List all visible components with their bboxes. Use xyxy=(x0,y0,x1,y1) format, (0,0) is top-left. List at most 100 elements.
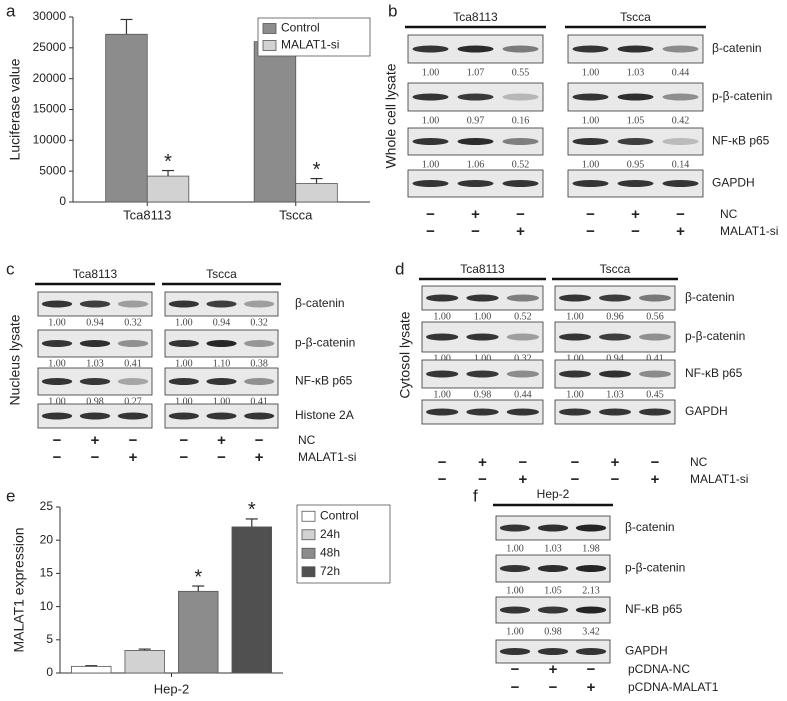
treatment-sign: − xyxy=(586,206,595,223)
bar xyxy=(146,175,190,203)
quantification: 1.03 xyxy=(86,358,104,369)
treatment-sign: − xyxy=(586,223,595,240)
group-header: Tscca xyxy=(600,262,631,276)
y-tick-label: 15 xyxy=(40,566,54,580)
treatment-label: pCDNA-MALAT1 xyxy=(628,680,719,694)
x-tick-label: Tscca xyxy=(279,207,313,222)
quantification: 0.94 xyxy=(213,317,231,328)
quantification: 1.00 xyxy=(422,67,440,78)
treatment-sign: − xyxy=(571,454,580,471)
treatment-sign: − xyxy=(471,223,480,240)
band xyxy=(502,45,539,53)
band xyxy=(41,340,73,347)
quantification: 0.41 xyxy=(646,353,664,364)
treatment-sign: − xyxy=(129,432,138,449)
band xyxy=(499,565,531,572)
row-label: GAPDH xyxy=(685,404,728,418)
quantification: 1.03 xyxy=(627,67,645,78)
treatment-sign: − xyxy=(438,471,447,488)
bar xyxy=(71,665,112,674)
quantification: 1.07 xyxy=(467,67,485,78)
legend-swatch xyxy=(262,23,277,34)
panel-label: e xyxy=(6,486,15,505)
band xyxy=(466,370,499,378)
treatment-sign: − xyxy=(426,223,435,240)
band xyxy=(639,408,671,416)
quantification: 1.00 xyxy=(582,159,600,170)
quantification: 0.56 xyxy=(646,311,664,322)
band xyxy=(457,93,494,101)
quantification: 0.52 xyxy=(514,311,532,322)
band xyxy=(41,378,73,385)
treatment-sign: − xyxy=(511,661,520,678)
treatment-sign: − xyxy=(549,679,558,696)
band xyxy=(572,93,609,101)
band xyxy=(426,370,459,378)
treatment-sign: − xyxy=(587,661,596,678)
treatment-label: MALAT1-si xyxy=(690,472,748,486)
legend-label: MALAT1-si xyxy=(281,38,339,52)
treatment-sign: − xyxy=(511,679,520,696)
band xyxy=(559,333,591,341)
group-header: Tscca xyxy=(620,10,651,24)
quantification: 1.00 xyxy=(213,396,231,407)
band xyxy=(506,333,539,341)
band xyxy=(457,180,494,187)
bar xyxy=(253,41,297,203)
band xyxy=(559,294,591,302)
panel-label: d xyxy=(395,259,404,278)
legend-label: 72h xyxy=(320,564,340,578)
treatment-sign: + xyxy=(91,432,100,449)
y-tick-label: 15000 xyxy=(33,102,67,116)
band xyxy=(599,333,631,341)
treatment-label: MALAT1-si xyxy=(298,450,356,464)
quantification: 0.94 xyxy=(606,353,624,364)
significance: * xyxy=(248,499,256,521)
treatment-sign: + xyxy=(651,471,660,488)
quantification: 0.45 xyxy=(646,389,664,400)
band xyxy=(244,378,275,385)
quantification: 1.00 xyxy=(506,543,524,554)
quantification: 0.95 xyxy=(627,159,645,170)
y-axis-label: Luciferase value xyxy=(7,58,23,160)
band xyxy=(412,45,449,53)
quantification: 1.00 xyxy=(474,311,492,322)
band xyxy=(617,93,654,101)
band xyxy=(662,93,699,101)
band xyxy=(412,93,449,101)
band xyxy=(206,340,237,347)
treatment-sign: − xyxy=(631,223,640,240)
treatment-sign: + xyxy=(516,223,525,240)
quantification: 0.41 xyxy=(250,396,268,407)
row-label: β-catenin xyxy=(712,41,762,55)
quantification: 1.00 xyxy=(566,389,584,400)
row-label: GAPDH xyxy=(712,176,755,190)
panel-label: b xyxy=(388,1,397,20)
quantification: 0.27 xyxy=(124,396,142,407)
treatment-sign: − xyxy=(179,432,188,449)
band xyxy=(244,300,275,308)
legend-label: Control xyxy=(320,508,359,522)
quantification: 1.00 xyxy=(506,626,524,637)
quantification: 0.38 xyxy=(250,358,268,369)
quantification: 0.32 xyxy=(250,317,268,328)
quantification: 0.42 xyxy=(672,115,690,126)
band xyxy=(412,180,449,187)
y-tick-label: 25000 xyxy=(33,40,67,54)
treatment-sign: + xyxy=(549,661,558,678)
band xyxy=(499,606,531,614)
band xyxy=(206,378,237,385)
side-label: Nucleus lysate xyxy=(7,314,23,405)
legend-label: 24h xyxy=(320,527,340,541)
quantification: 0.52 xyxy=(512,159,530,170)
group-header: Hep-2 xyxy=(537,487,570,501)
row-label: GAPDH xyxy=(625,644,668,658)
side-label: Cytosol lysate xyxy=(397,311,413,398)
quantification: 0.97 xyxy=(467,115,485,126)
treatment-sign: + xyxy=(676,223,685,240)
band xyxy=(168,412,199,420)
treatment-sign: + xyxy=(587,679,596,696)
x-tick-label: Hep-2 xyxy=(154,681,189,696)
group-header: Tca8113 xyxy=(73,267,118,281)
